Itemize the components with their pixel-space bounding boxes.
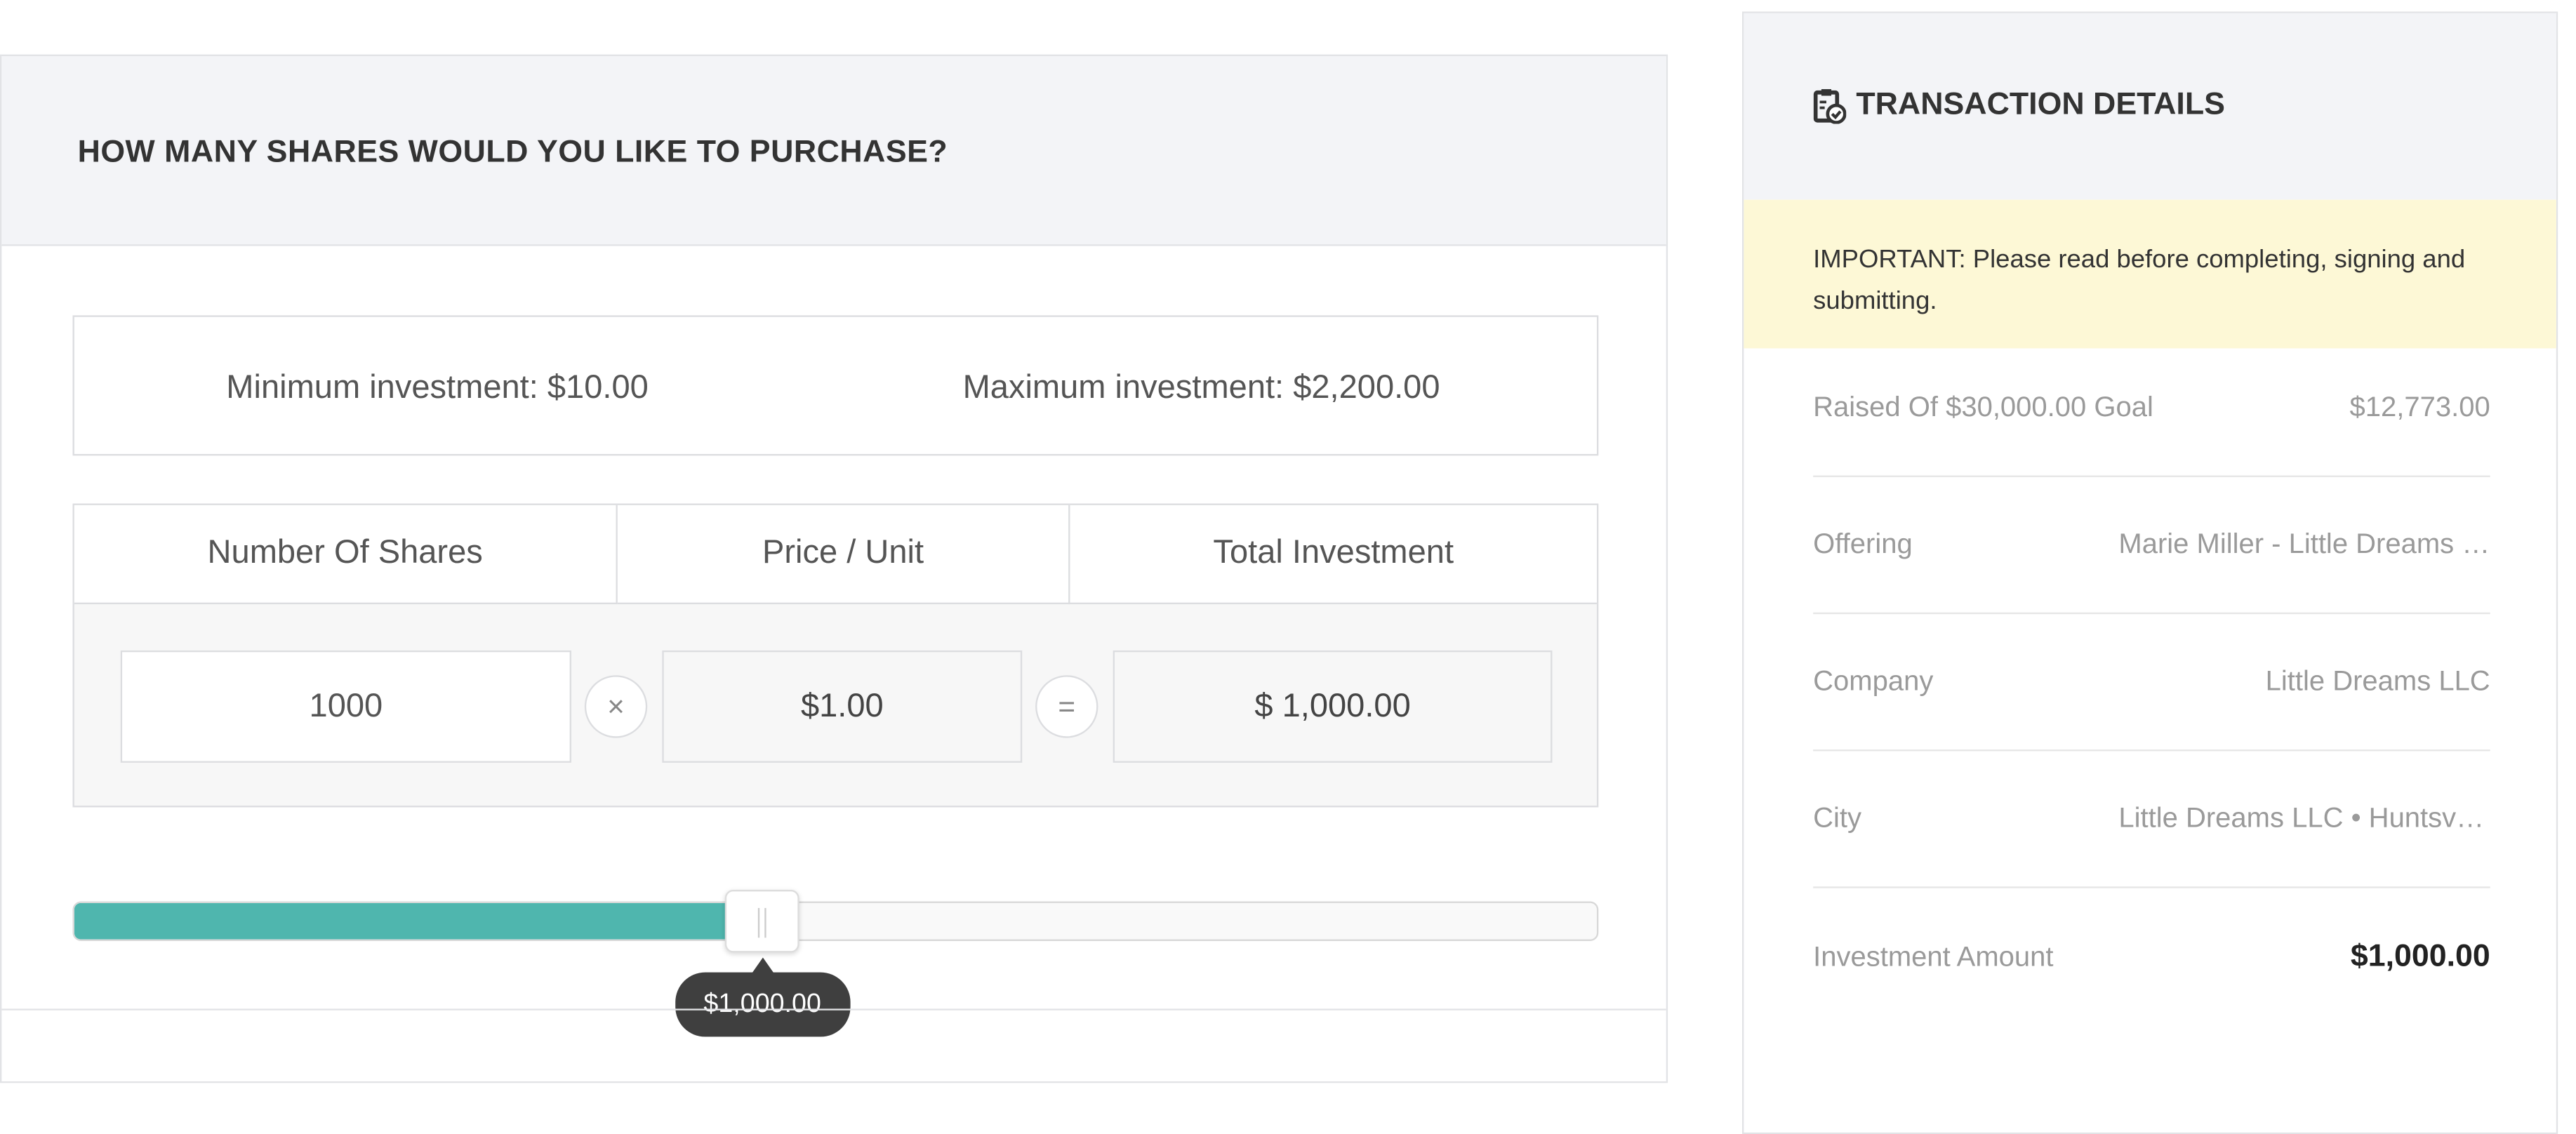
detail-row-investment-amount: Investment Amount $1,000.00 — [1813, 888, 2490, 1025]
min-investment: Minimum investment: $10.00 — [226, 369, 649, 406]
multiply-icon: × — [584, 675, 648, 738]
detail-value: Marie Miller - Little Dreams LLC — [2118, 528, 2490, 560]
purchase-panel: HOW MANY SHARES WOULD YOU LIKE TO PURCHA… — [0, 54, 1668, 1083]
shares-input[interactable]: 1000 — [120, 650, 571, 763]
investment-slider-track[interactable] — [72, 901, 1599, 941]
details-header: TRANSACTION DETAILS — [1744, 13, 2556, 200]
detail-row-city: City Little Dreams LLC • Huntsville — [1813, 751, 2490, 888]
header-total: Total Investment — [1070, 505, 1597, 605]
details-title-wrap: TRANSACTION DETAILS — [1813, 88, 2225, 124]
details-title: TRANSACTION DETAILS — [1856, 87, 2225, 123]
detail-value: $1,000.00 — [2350, 938, 2490, 973]
purchase-header: HOW MANY SHARES WOULD YOU LIKE TO PURCHA… — [1, 55, 1666, 246]
detail-value: Little Dreams LLC • Huntsville — [2118, 802, 2490, 834]
important-notice: IMPORTANT: Please read before completing… — [1744, 199, 2556, 349]
detail-value: Little Dreams LLC — [2265, 665, 2490, 697]
purchase-title: HOW MANY SHARES WOULD YOU LIKE TO PURCHA… — [77, 135, 948, 171]
purchase-footer — [1, 1008, 1666, 1083]
clipboard-check-icon — [1813, 89, 1847, 124]
calculator-table: Number Of Shares Price / Unit Total Inve… — [72, 503, 1599, 808]
max-investment: Maximum investment: $2,200.00 — [962, 369, 1440, 406]
slider-tooltip: $1,000.00 — [675, 957, 850, 1037]
detail-label: Company — [1813, 665, 1934, 697]
detail-row-raised: Raised Of $30,000.00 Goal $12,773.00 — [1813, 340, 2490, 477]
investment-limits: Minimum investment: $10.00 Maximum inves… — [72, 315, 1599, 456]
header-shares: Number Of Shares — [74, 505, 618, 605]
detail-label: Investment Amount — [1813, 940, 2054, 972]
detail-value: $12,773.00 — [2349, 391, 2490, 423]
detail-label: Raised Of $30,000.00 Goal — [1813, 391, 2153, 423]
transaction-details-panel: TRANSACTION DETAILS IMPORTANT: Please re… — [1741, 11, 2558, 1134]
price-per-unit: $1.00 — [662, 650, 1023, 763]
detail-row-offering: Offering Marie Miller - Little Dreams LLC — [1813, 477, 2490, 615]
detail-label: Offering — [1813, 528, 1913, 560]
total-investment: $ 1,000.00 — [1113, 650, 1553, 763]
equals-icon: = — [1035, 675, 1098, 738]
detail-label: City — [1813, 802, 1862, 834]
investment-slider-fill — [74, 902, 764, 940]
detail-row-company: Company Little Dreams LLC — [1813, 614, 2490, 752]
investment-slider-handle[interactable] — [724, 890, 799, 953]
header-price: Price / Unit — [617, 505, 1070, 605]
